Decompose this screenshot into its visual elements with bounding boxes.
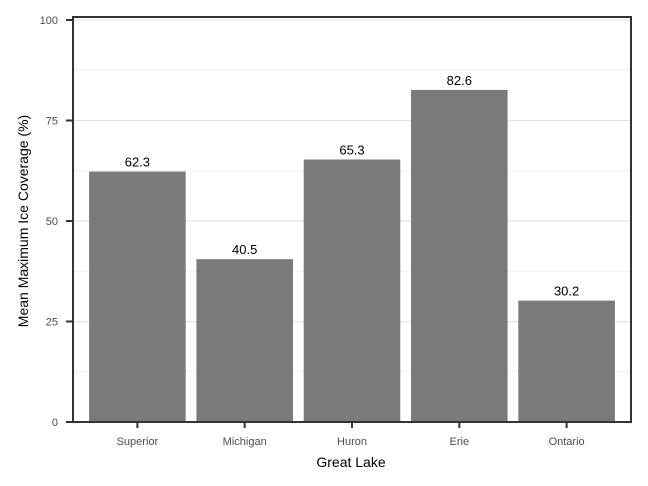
x-axis-title: Great Lake: [316, 454, 385, 470]
bar-superior: [89, 171, 186, 422]
y-tick-label: 100: [40, 15, 58, 27]
y-tick-label: 25: [46, 317, 58, 329]
data-label-erie: 82.6: [447, 73, 472, 88]
data-label-michigan: 40.5: [232, 242, 257, 257]
x-tick-label-ontario: Ontario: [549, 436, 585, 448]
y-axis-ticks: 0 25 50 75 100: [40, 15, 73, 429]
y-tick-label: 75: [46, 116, 58, 128]
x-tick-label-erie: Erie: [450, 436, 470, 448]
x-axis-ticks: Superior Michigan Huron Erie Ontario: [117, 422, 585, 448]
bars: [89, 89, 615, 422]
y-tick-label: 50: [46, 216, 58, 228]
bar-ontario: [518, 300, 615, 422]
data-label-superior: 62.3: [125, 155, 150, 170]
data-labels: 62.3 40.5 65.3 82.6 30.2: [125, 73, 580, 299]
bar-erie: [411, 89, 508, 422]
bar-michigan: [196, 259, 293, 422]
x-tick-label-superior: Superior: [117, 436, 159, 448]
bar-huron: [303, 159, 401, 422]
y-axis-title: Mean Maximum Ice Coverage (%): [15, 115, 31, 327]
data-label-huron: 65.3: [339, 142, 364, 157]
data-label-ontario: 30.2: [554, 284, 579, 299]
x-tick-label-huron: Huron: [337, 436, 367, 448]
x-tick-label-michigan: Michigan: [223, 436, 267, 448]
y-tick-label: 0: [52, 417, 58, 429]
